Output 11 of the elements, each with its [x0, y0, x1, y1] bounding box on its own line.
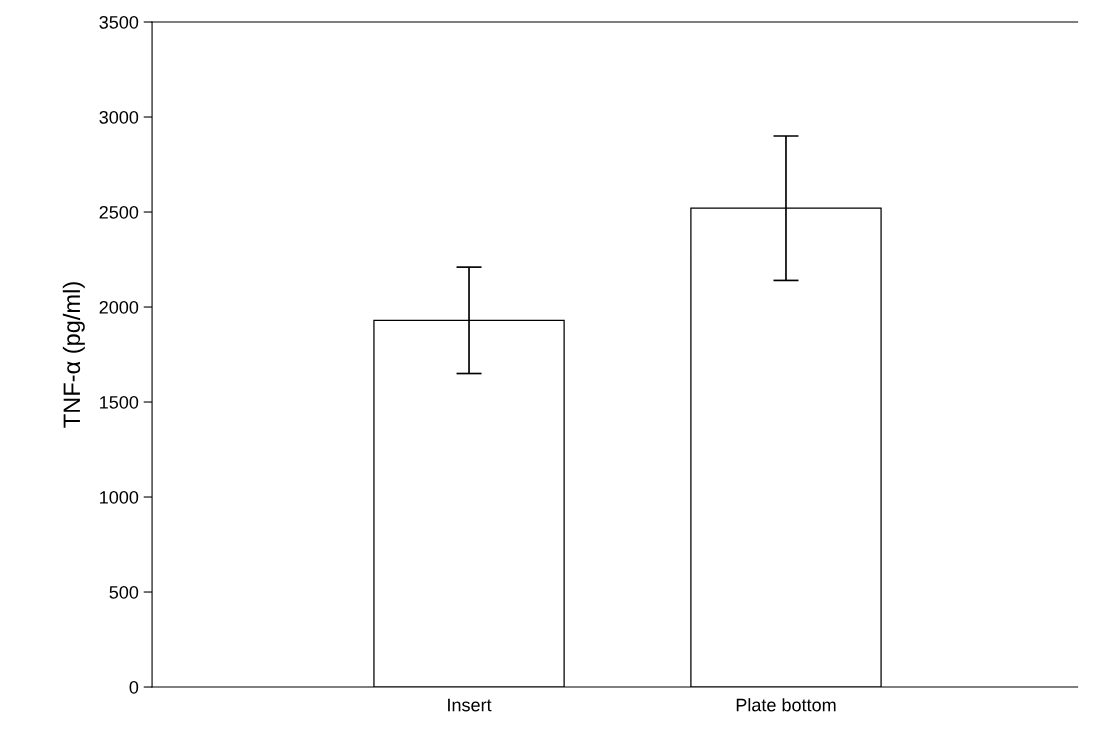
- y-tick-label: 2500: [99, 205, 139, 219]
- y-axis-title: TNF-α (pg/ml): [62, 282, 85, 428]
- y-tick-label: 3000: [99, 110, 139, 124]
- y-tick-label: 2000: [99, 300, 139, 314]
- y-tick-label: 500: [109, 585, 139, 599]
- y-tick-label: 0: [129, 680, 139, 694]
- x-tick-label: Plate bottom: [736, 698, 836, 712]
- y-tick-label: 3500: [99, 15, 139, 29]
- y-tick-label: 1000: [100, 490, 139, 504]
- x-tick-label: Insert: [448, 698, 492, 712]
- y-tick-label: 1500: [100, 395, 139, 409]
